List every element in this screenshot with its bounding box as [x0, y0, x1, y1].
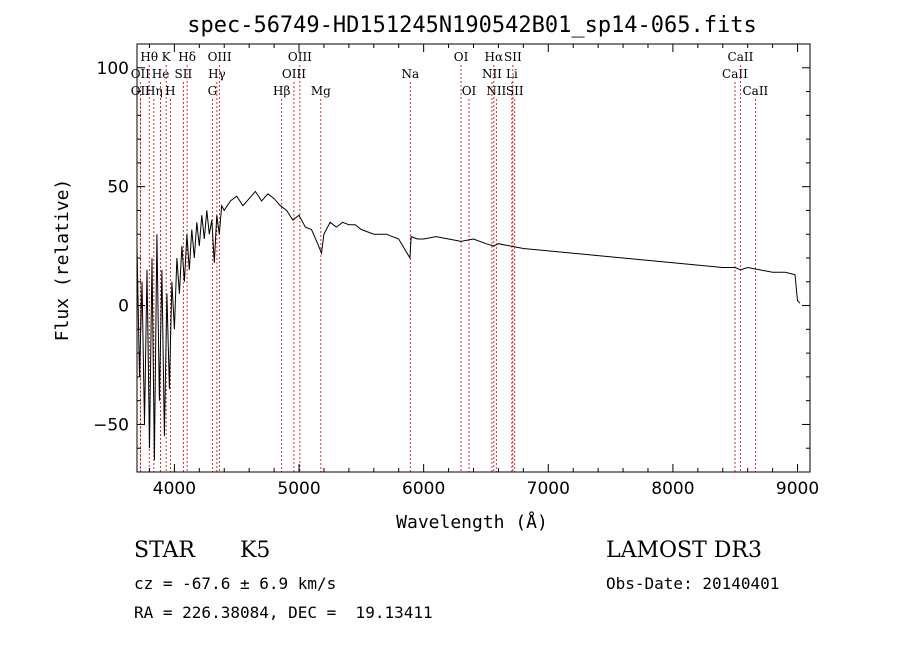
y-tick-label--50: −50	[93, 415, 129, 435]
line-marker-label-1: OII	[131, 84, 151, 98]
line-marker-label-4: He	[152, 67, 170, 81]
line-marker-label-2: Hθ	[140, 50, 158, 64]
line-marker-label-22: Li	[506, 67, 518, 81]
line-marker-label-17: OI	[454, 50, 469, 64]
line-marker-label-19: NII	[482, 67, 502, 81]
line-marker-label-3: Hη	[145, 84, 163, 98]
x-tick-label-7000: 7000	[527, 479, 570, 499]
line-marker-label-21: NII	[486, 84, 506, 98]
line-marker-label-16: Na	[401, 67, 419, 81]
spectrum-series	[136, 190, 801, 461]
line-marker-label-13: OIII	[282, 67, 306, 81]
x-tick-label-9000: 9000	[776, 479, 819, 499]
line-marker-label-26: CaII	[728, 50, 754, 64]
line-marker-label-5: K	[162, 50, 172, 64]
line-marker-label-25: CaII	[722, 67, 748, 81]
y-tick-label-0: 0	[118, 297, 129, 317]
line-marker-label-9: G	[208, 84, 218, 98]
redshift-cz: cz = -67.6 ± 6.9 km/s	[134, 574, 337, 593]
line-markers: OIIOIIHθHηHeKHSIIHδGOIIIHγHβOIIIOIIIMgNa…	[131, 50, 769, 472]
x-tick-label-5000: 5000	[277, 479, 320, 499]
line-marker-label-23: SII	[504, 50, 522, 64]
x-tick-label-6000: 6000	[402, 479, 445, 499]
x-axis-label: Wavelength (Å)	[396, 511, 548, 533]
line-marker-label-7: SII	[175, 67, 193, 81]
line-marker-label-12: Hβ	[273, 84, 290, 98]
ra-dec: RA = 226.38084, DEC = 19.13411	[134, 603, 433, 622]
line-marker-label-27: CaII	[742, 84, 768, 98]
line-marker-label-14: OIII	[288, 50, 312, 64]
plot-frame	[136, 43, 811, 473]
y-axis-label: Flux (relative)	[52, 179, 73, 342]
line-marker-label-11: Hγ	[208, 67, 226, 81]
object-subclass: K5	[240, 538, 271, 563]
line-marker-label-6: H	[165, 84, 175, 98]
line-marker-label-0: OII	[131, 67, 151, 81]
object-class: STAR	[134, 538, 195, 563]
line-marker-label-18: OI	[462, 84, 477, 98]
y-axis: −50 0 50 100	[93, 43, 810, 449]
line-marker-label-24: SII	[506, 84, 524, 98]
line-marker-label-8: Hδ	[178, 50, 196, 64]
x-axis: 4000 5000 6000 7000 8000 9000	[148, 44, 819, 499]
line-marker-label-15: Mg	[311, 84, 331, 98]
survey-name: LAMOST DR3	[606, 538, 762, 563]
series-line-0	[136, 190, 801, 461]
x-tick-label-8000: 8000	[651, 479, 694, 499]
y-tick-label-50: 50	[107, 178, 129, 198]
y-tick-label-100: 100	[97, 59, 129, 79]
spectrum-chart: spec-56749-HD151245N190542B01_sp14-065.f…	[52, 13, 819, 533]
chart-title: spec-56749-HD151245N190542B01_sp14-065.f…	[187, 13, 757, 38]
x-tick-label-4000: 4000	[153, 479, 196, 499]
line-marker-label-20: Hα	[485, 50, 504, 64]
obs-date: Obs-Date: 20140401	[606, 574, 780, 593]
line-marker-label-10: OIII	[208, 50, 232, 64]
